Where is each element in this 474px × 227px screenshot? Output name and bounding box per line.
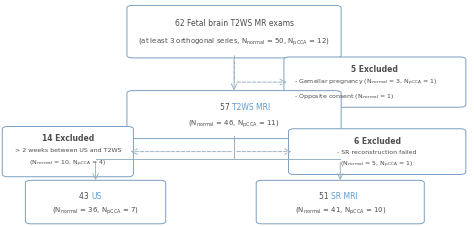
Text: (N$_{\mathregular{normal}}$ = 41, N$_{\mathregular{pCCA}}$ = 10): (N$_{\mathregular{normal}}$ = 41, N$_{\m… — [294, 206, 386, 217]
Text: 43: 43 — [79, 192, 91, 201]
Text: 51: 51 — [319, 192, 331, 201]
Text: - Gemellar pregnancy (N$_{\mathregular{normal}}$ = 3, N$_{\mathregular{pCCA}}$ =: - Gemellar pregnancy (N$_{\mathregular{n… — [294, 78, 438, 88]
Text: SR MRI: SR MRI — [331, 192, 358, 201]
Text: - Opposite consent (N$_{\mathregular{normal}}$ = 1): - Opposite consent (N$_{\mathregular{nor… — [294, 92, 395, 101]
Text: 14 Excluded: 14 Excluded — [42, 134, 94, 143]
Text: - SR reconstruction failed: - SR reconstruction failed — [337, 150, 417, 155]
FancyBboxPatch shape — [289, 129, 466, 175]
Text: (N$_{\mathregular{normal}}$ = 5, N$_{\mathregular{pCCA}}$ = 1): (N$_{\mathregular{normal}}$ = 5, N$_{\ma… — [340, 159, 414, 170]
Text: (N$_{\mathregular{normal}}$ = 36, N$_{\mathregular{pCCA}}$ = 7): (N$_{\mathregular{normal}}$ = 36, N$_{\m… — [52, 206, 139, 217]
FancyBboxPatch shape — [127, 91, 341, 139]
Text: US: US — [91, 192, 101, 201]
Text: (N$_{\mathregular{normal}}$ = 10, N$_{\mathregular{pCCA}}$ = 4): (N$_{\mathregular{normal}}$ = 10, N$_{\m… — [29, 159, 107, 169]
Text: 62 Fetal brain T2WS MR exams: 62 Fetal brain T2WS MR exams — [174, 19, 293, 28]
Text: 5 Excluded: 5 Excluded — [351, 65, 398, 74]
FancyBboxPatch shape — [256, 180, 424, 224]
FancyBboxPatch shape — [127, 5, 341, 58]
Text: (N$_{\mathregular{normal}}$ = 46, N$_{\mathregular{pCCA}}$ = 11): (N$_{\mathregular{normal}}$ = 46, N$_{\m… — [188, 118, 280, 130]
FancyBboxPatch shape — [2, 126, 133, 177]
FancyBboxPatch shape — [26, 180, 166, 224]
Text: T2WS MRI: T2WS MRI — [232, 103, 270, 112]
FancyBboxPatch shape — [284, 57, 466, 107]
Text: 6 Excluded: 6 Excluded — [354, 137, 401, 146]
Text: (at least 3 orthogonal series, N$_{\mathregular{normal}}$ = 50, N$_{\mathregular: (at least 3 orthogonal series, N$_{\math… — [138, 36, 330, 48]
Text: 57: 57 — [219, 103, 232, 112]
Text: > 2 weeks between US and T2WS: > 2 weeks between US and T2WS — [15, 148, 121, 153]
